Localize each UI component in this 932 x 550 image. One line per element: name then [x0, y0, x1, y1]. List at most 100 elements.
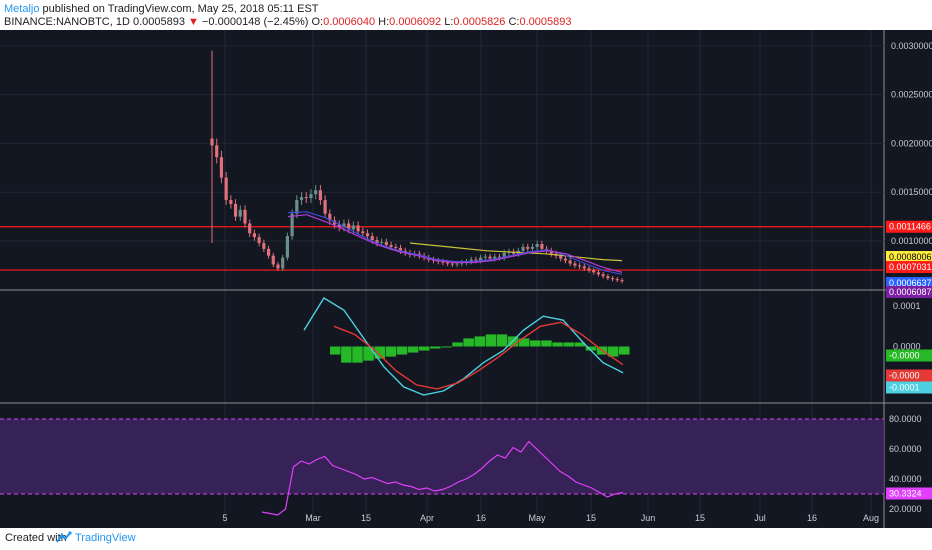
- candle-body: [233, 203, 238, 217]
- candle-body: [356, 225, 360, 232]
- macd-histogram-bar: [363, 346, 374, 361]
- candle-body: [469, 259, 473, 262]
- candle-body: [596, 272, 601, 275]
- x-tick-label: 15: [586, 513, 596, 523]
- candle-body: [568, 260, 572, 264]
- macd-histogram-bar: [341, 346, 352, 363]
- price-label-box: [886, 487, 932, 500]
- y-tick-label: 0.0001: [893, 301, 921, 311]
- macd-histogram-bar: [530, 340, 541, 347]
- change-arrow-icon: ▼: [188, 16, 199, 28]
- macd-histogram-bar: [452, 342, 463, 347]
- x-tick-label: 15: [695, 513, 705, 523]
- candle-body: [290, 213, 294, 237]
- candle-body: [215, 145, 219, 158]
- candle-body: [441, 261, 445, 263]
- candle-body: [281, 257, 285, 269]
- candle-body: [450, 263, 454, 265]
- x-tick-label: Apr: [420, 513, 434, 523]
- open-value: 0.0006040: [323, 16, 376, 28]
- created-with-text: Created with: [5, 532, 67, 544]
- candle-body: [314, 190, 318, 195]
- candle-body: [530, 246, 535, 249]
- price-label-box: [886, 369, 932, 382]
- low-label: L:: [444, 16, 454, 28]
- candle-body: [243, 209, 247, 224]
- candle-body: [257, 237, 261, 244]
- chart-canvas[interactable]: 5 Mar 15 Apr 16 May 15 Jun 15 Jul 16 Aug 0.0030000 0.…: [0, 30, 932, 528]
- candle-body: [380, 242, 384, 244]
- candle-body: [342, 223, 346, 228]
- candle-body: [351, 225, 355, 230]
- macd-histogram-bar: [385, 346, 397, 357]
- macd-histogram-bar: [396, 346, 408, 355]
- candle-body: [483, 256, 487, 258]
- price-label-box: [886, 286, 932, 298]
- ma-purple-line: [287, 214, 623, 273]
- y-tick-label: 40.0000: [889, 474, 922, 484]
- price-label: -0.0001: [889, 383, 920, 393]
- y-tick-label: 0.0015000: [891, 187, 932, 197]
- macd-histogram-bar: [619, 346, 630, 355]
- x-tick-label: Jun: [641, 513, 656, 523]
- candle-body: [502, 252, 506, 258]
- candle-body: [299, 197, 304, 201]
- x-tick-label: 16: [807, 513, 817, 523]
- tradingview-link[interactable]: TradingView: [75, 532, 136, 544]
- y-tick-label: 0.0000: [893, 342, 921, 352]
- candle-body: [398, 247, 403, 251]
- candle-body: [318, 190, 322, 201]
- x-tick-label: Aug: [863, 513, 879, 523]
- candle-body: [559, 255, 563, 259]
- y-tick-label: 80.0000: [889, 414, 922, 424]
- candle-body: [512, 251, 516, 254]
- macd-histogram-bar: [474, 336, 485, 347]
- price-label: 0.0011466: [889, 222, 931, 232]
- candle-body: [262, 243, 266, 249]
- price-label: -0.0000: [889, 351, 920, 361]
- price-label: 0.0008006: [889, 252, 932, 262]
- open-label: O:: [311, 16, 324, 28]
- macd-histogram-bar: [352, 346, 363, 363]
- candle-body: [497, 256, 502, 258]
- close-label: C:: [508, 16, 520, 28]
- candle-body: [455, 263, 459, 265]
- x-tick-label: Mar: [305, 513, 321, 523]
- macd-histogram-bar: [463, 338, 474, 347]
- macd-histogram-bar: [541, 340, 552, 347]
- y-tick-label: 0.0025000: [891, 90, 932, 100]
- chart-header: Metaljo published on TradingView.com, Ma…: [0, 0, 932, 30]
- y-tick-label: 60.0000: [889, 444, 922, 454]
- macd-histogram-bar: [574, 342, 586, 347]
- candle-body: [446, 262, 450, 264]
- x-tick-label: 16: [476, 513, 486, 523]
- author-link[interactable]: Metaljo: [4, 3, 40, 15]
- candle-body: [323, 200, 327, 214]
- x-tick-label: May: [528, 513, 546, 523]
- price-label-box: [886, 349, 932, 362]
- candle-body: [229, 200, 233, 204]
- symbol-label: BINANCE:NANOBTC, 1D: [4, 16, 130, 28]
- price-label-box: [886, 381, 932, 394]
- candle-body: [266, 248, 271, 256]
- x-tick-label: Jul: [754, 513, 766, 523]
- candle-body: [549, 250, 553, 254]
- macd-histogram-bar: [441, 346, 452, 348]
- price-label: -0.0000: [889, 371, 920, 381]
- macd-histogram-bar: [496, 334, 508, 347]
- candle-body: [526, 246, 530, 249]
- candle-body: [620, 280, 624, 282]
- candle-body: [601, 274, 605, 277]
- candle-body: [285, 236, 290, 258]
- price-label-box: [886, 261, 932, 274]
- close-value: 0.0005893: [519, 16, 572, 28]
- price-label-box: [886, 220, 932, 233]
- candle-body: [295, 200, 299, 214]
- candle-body: [606, 276, 610, 279]
- macd-histogram-bar: [585, 346, 597, 351]
- candle-body: [563, 258, 568, 261]
- y-tick-label: 0.0030000: [891, 41, 932, 51]
- macd-histogram-bar: [563, 342, 574, 347]
- high-label: H:: [378, 16, 390, 28]
- macd-histogram-bar: [552, 342, 563, 347]
